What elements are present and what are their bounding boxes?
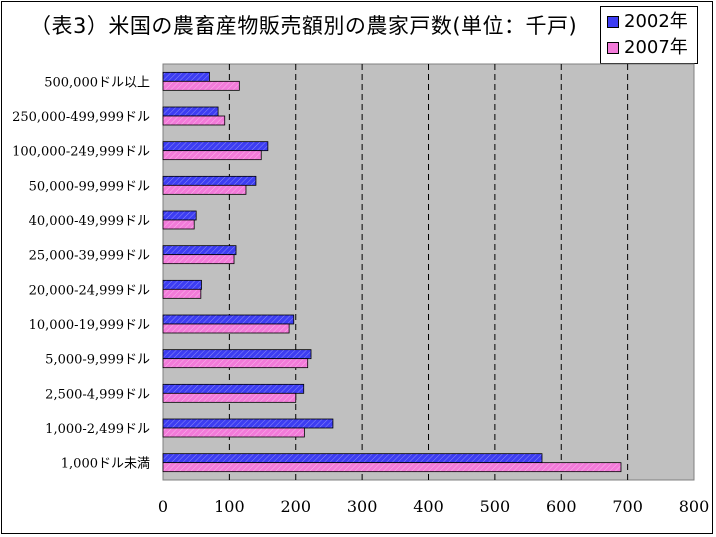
category-label-9: 2,500-4,999ドル (45, 387, 150, 402)
bar-2002-1 (162, 106, 219, 117)
bar-2002-8 (162, 349, 312, 360)
legend-item-2007: 2007年 (607, 36, 688, 60)
bar-2002-9 (162, 383, 305, 394)
bar-2007-7 (162, 323, 290, 334)
bar-2007-10 (162, 427, 305, 438)
bar-2002-2 (162, 141, 269, 152)
bar-2007-3 (162, 184, 247, 195)
x-tick-label-500: 500 (480, 497, 511, 516)
bar-2002-7 (162, 314, 295, 325)
bar-2002-0 (162, 71, 210, 82)
chart-title: （表3）米国の農畜産物販売額別の農家戸数(単位：千戸) (30, 14, 578, 38)
bar-2007-6 (162, 288, 202, 299)
x-tick-label-200: 200 (280, 497, 311, 516)
bar-2002-6 (162, 279, 202, 290)
category-label-7: 10,000-19,999ドル (29, 318, 150, 333)
bar-2002-10 (162, 418, 334, 429)
legend-label-2007: 2007年 (624, 37, 688, 58)
x-tick-label-800: 800 (679, 497, 710, 516)
legend-label-2002: 2002年 (624, 11, 688, 32)
category-label-0: 500,000ドル以上 (44, 75, 150, 90)
plot-area (162, 63, 695, 481)
bar-2002-3 (162, 175, 257, 186)
category-label-1: 250,000-499,999ドル (12, 110, 150, 125)
category-label-4: 40,000-49,999ドル (29, 214, 150, 229)
bar-2007-1 (162, 115, 226, 126)
bar-2002-11 (162, 453, 543, 464)
x-tick-label-0: 0 (158, 497, 168, 516)
x-tick-label-400: 400 (413, 497, 444, 516)
bar-2007-11 (162, 462, 622, 473)
bar-2007-8 (162, 358, 309, 369)
category-label-6: 20,000-24,999ドル (29, 283, 150, 298)
x-tick-label-600: 600 (546, 497, 577, 516)
x-tick-label-100: 100 (214, 497, 245, 516)
category-label-8: 5,000-9,999ドル (45, 353, 150, 368)
bar-2007-5 (162, 254, 235, 265)
x-tick-label-700: 700 (612, 497, 643, 516)
bar-2007-0 (162, 80, 240, 91)
bar-2002-4 (162, 210, 197, 221)
category-label-11: 1,000ドル未満 (61, 457, 150, 472)
bar-2007-9 (162, 392, 297, 403)
bar-2007-4 (162, 219, 195, 230)
category-label-5: 25,000-39,999ドル (29, 249, 150, 264)
legend-item-2002: 2002年 (607, 10, 688, 34)
x-tick-label-300: 300 (347, 497, 378, 516)
legend-swatch-2007 (607, 42, 619, 54)
category-label-3: 50,000-99,999ドル (29, 179, 150, 194)
legend-swatch-2002 (607, 16, 619, 28)
bar-2007-2 (162, 150, 262, 161)
category-label-10: 1,000-2,499ドル (45, 422, 150, 437)
category-label-2: 100,000-249,999ドル (12, 145, 150, 160)
bar-2002-5 (162, 245, 237, 256)
